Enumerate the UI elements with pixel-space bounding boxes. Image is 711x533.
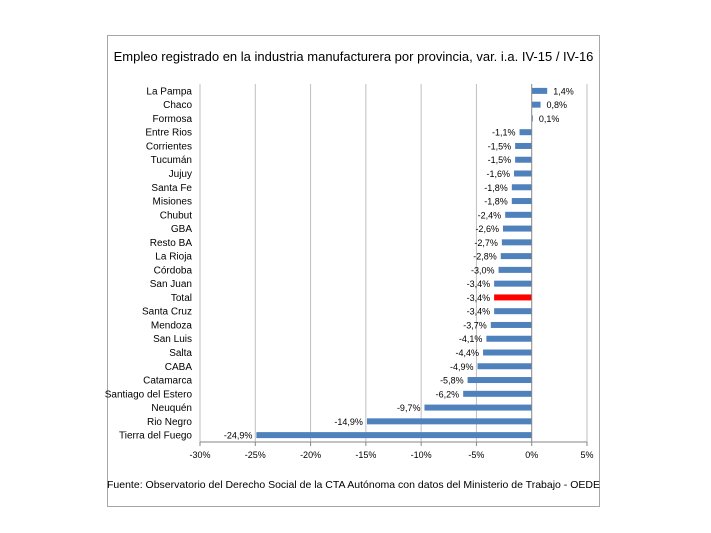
bar-highlight xyxy=(494,294,532,301)
category-label: Total xyxy=(171,293,192,304)
category-label: Tucumán xyxy=(151,155,192,166)
bar xyxy=(486,335,532,342)
bar xyxy=(494,280,532,287)
category-label: La Pampa xyxy=(146,86,192,97)
bar xyxy=(483,349,532,356)
x-tick-label: -5% xyxy=(468,450,484,460)
data-label: -1,5% xyxy=(488,141,512,151)
x-tick-label: -15% xyxy=(355,450,376,460)
bar xyxy=(501,239,532,246)
data-label: -1,8% xyxy=(484,183,508,193)
category-label: Catamarca xyxy=(143,376,192,387)
data-label: -4,9% xyxy=(450,362,474,372)
bar xyxy=(531,87,548,94)
data-label: -3,4% xyxy=(467,279,491,289)
x-tick-label: -30% xyxy=(189,450,210,460)
category-label: Rio Negro xyxy=(147,417,192,428)
data-label: -3,7% xyxy=(463,320,487,330)
chart-title: Empleo registrado en la industria manufa… xyxy=(113,49,594,64)
data-label: -1,1% xyxy=(492,128,516,138)
data-label: -1,8% xyxy=(484,197,508,207)
data-label: -4,1% xyxy=(459,334,483,344)
category-label: GBA xyxy=(171,224,192,235)
data-label: 0,8% xyxy=(547,100,568,110)
category-label: Misiones xyxy=(153,197,192,208)
data-label: -2,8% xyxy=(473,252,497,262)
bar xyxy=(502,225,532,232)
bar xyxy=(519,129,532,136)
bar xyxy=(366,418,532,425)
data-label: -5,8% xyxy=(440,376,464,386)
data-label: -9,7% xyxy=(397,403,421,413)
data-label: -14,9% xyxy=(334,417,363,427)
bar xyxy=(424,404,532,411)
bar xyxy=(490,321,532,328)
category-label: La Rioja xyxy=(155,252,192,263)
bar xyxy=(463,390,532,397)
bar xyxy=(500,253,532,260)
category-label: Santiago del Estero xyxy=(105,389,193,400)
category-label: San Juan xyxy=(150,279,192,290)
data-label: -2,6% xyxy=(475,224,499,234)
data-label: -4,4% xyxy=(456,348,480,358)
category-label: Chaco xyxy=(163,100,192,111)
category-label: CABA xyxy=(165,362,193,373)
data-label: 0,1% xyxy=(539,114,560,124)
bar xyxy=(511,184,532,191)
bar xyxy=(505,211,532,218)
category-label: Entre Rios xyxy=(145,128,192,139)
bar xyxy=(477,363,532,370)
category-label: Tierra del Fuego xyxy=(119,431,192,442)
category-label: Santa Cruz xyxy=(142,307,192,318)
bar xyxy=(498,266,532,273)
category-label: Córdoba xyxy=(154,265,193,276)
data-label: -24,9% xyxy=(224,431,253,441)
category-label: Salta xyxy=(169,348,192,359)
category-label: Neuquén xyxy=(151,403,192,414)
bar xyxy=(467,377,532,384)
bar xyxy=(531,115,533,122)
category-label: Resto BA xyxy=(150,238,193,249)
category-label: Corrientes xyxy=(146,141,192,152)
category-label: Formosa xyxy=(153,114,193,125)
bar xyxy=(515,142,532,149)
data-label: -3,4% xyxy=(467,307,491,317)
bar xyxy=(514,170,532,177)
bar xyxy=(531,101,541,108)
bar xyxy=(511,198,532,205)
data-label: -2,4% xyxy=(478,210,502,220)
data-label: 1,4% xyxy=(553,86,574,96)
data-label: -1,6% xyxy=(487,169,511,179)
category-label: Chubut xyxy=(160,210,192,221)
x-tick-label: 5% xyxy=(580,450,593,460)
category-label: Jujuy xyxy=(169,169,192,180)
x-tick-label: -10% xyxy=(411,450,432,460)
x-tick-label: -20% xyxy=(300,450,321,460)
source-note: Fuente: Observatorio del Derecho Social … xyxy=(107,479,600,491)
bar xyxy=(494,308,532,315)
bar xyxy=(256,432,532,439)
data-label: -2,7% xyxy=(474,238,498,248)
data-label: -3,0% xyxy=(471,265,495,275)
x-tick-label: 0% xyxy=(525,450,538,460)
category-label: San Luis xyxy=(153,334,192,345)
x-tick-label: -25% xyxy=(245,450,266,460)
data-label: -1,5% xyxy=(488,155,512,165)
category-label: Mendoza xyxy=(151,320,193,331)
bar xyxy=(515,156,532,163)
data-label: -3,4% xyxy=(467,293,491,303)
data-label: -6,2% xyxy=(436,389,460,399)
category-label: Santa Fe xyxy=(151,183,192,194)
